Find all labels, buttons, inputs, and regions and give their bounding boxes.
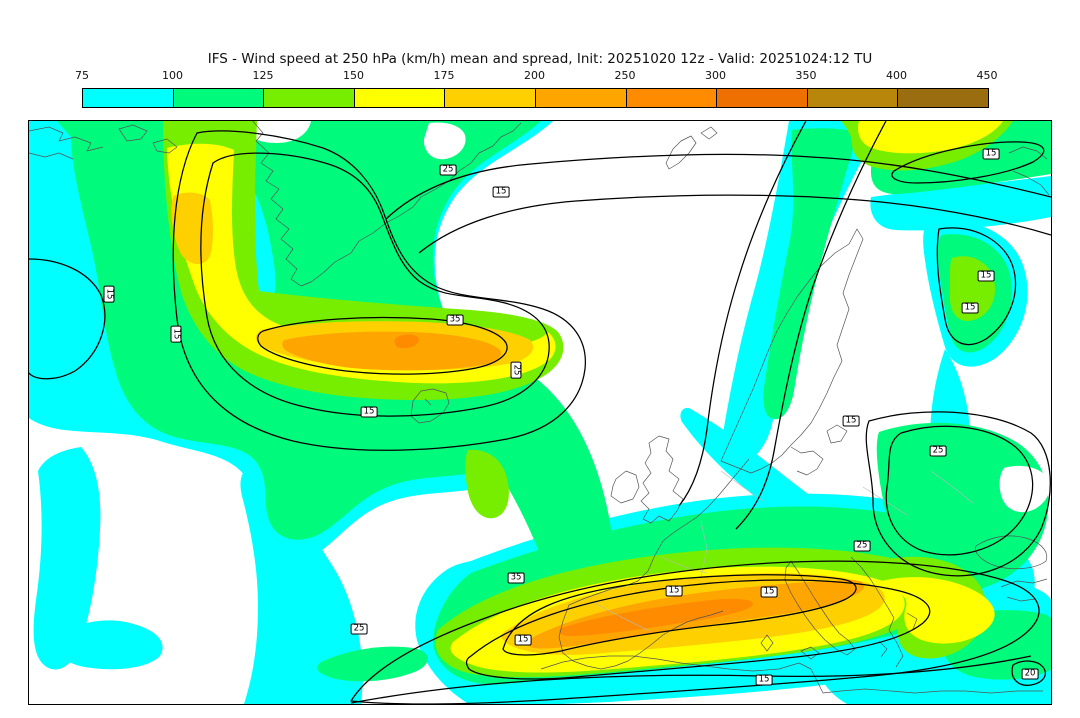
coast-canada-fragments [29, 124, 178, 160]
coastlines [29, 121, 1050, 694]
contour-label-15: 15 [170, 325, 182, 343]
contour-15-left-edge [29, 258, 106, 380]
contour-label-15: 15 [760, 586, 778, 598]
contour-15-top-long [418, 194, 1051, 254]
contour-label-15: 15 [842, 415, 860, 427]
map-canvas: 25 15 15 15 35 25 15 15 15 15 15 25 25 35 25 15 15 15 15 20… [28, 120, 1052, 705]
contour-label-20: 20 [1021, 668, 1039, 680]
colorbar-segment-125-150 [264, 89, 355, 107]
coast-ireland [610, 470, 640, 504]
spread-contours [29, 121, 1051, 704]
contour-label-15: 15 [982, 148, 1000, 160]
fill-white-pocket-balkans [999, 465, 1050, 513]
contour-label-25: 25 [929, 445, 947, 457]
country-borders [590, 470, 974, 632]
contour-label-15: 15 [977, 270, 995, 282]
fill-darkorange-north-spot [394, 334, 419, 349]
contour-label-25: 25 [853, 540, 871, 552]
coast-great-britain [640, 435, 684, 524]
wind-speed-fills [29, 121, 1051, 704]
colorbar-segment-350-400 [807, 89, 899, 107]
contour-label-35: 35 [446, 314, 464, 326]
contour-label-25: 25 [510, 361, 522, 379]
contour-15-south-line [350, 655, 1032, 704]
colorbar-tick-125: 125 [252, 69, 274, 82]
fill-green-jet-west-tail [317, 646, 428, 682]
coast-balkans-greece [850, 556, 918, 668]
fill-yellow-comma [167, 143, 556, 384]
coast-italy [760, 560, 856, 660]
contour-20-southeast-small [1011, 660, 1046, 686]
coast-svalbard [665, 126, 718, 170]
contour-15-scandinavia-west [678, 121, 807, 507]
fill-cyan-topright-strip [870, 176, 1051, 231]
colorbar-tick-200: 200 [524, 69, 545, 82]
colorbar-tick-400: 400 [886, 69, 907, 82]
contour-label-15: 15 [492, 186, 510, 198]
fill-darkorange-south-spot [559, 598, 753, 636]
contour-15-topright-loop [891, 141, 1045, 184]
fill-white-pocket-top2 [423, 122, 466, 160]
contour-15-scandinavia-east [735, 121, 887, 530]
contour-label-25: 25 [439, 164, 457, 176]
contour-35-northwest-core [257, 316, 508, 375]
colorbar-segment-400-450 [898, 89, 988, 107]
coast-baltic [790, 424, 848, 476]
page-title: IFS - Wind speed at 250 hPa (km/h) mean … [207, 51, 873, 67]
fill-yellow-topright [858, 121, 1003, 154]
fill-green-scandinavia-core [763, 128, 858, 420]
colorbar-tick-450: 450 [976, 69, 998, 82]
contour-15-balkans-outer [865, 411, 1051, 577]
contour-15-south-jet-outer [350, 560, 1040, 704]
fill-orange-north-jet-core [282, 331, 502, 371]
fill-chartreuse-tail-pocket [465, 449, 509, 519]
colorbar-tick-labels: 75 100 125 150 175 200 250 300 350 400 450 [75, 69, 998, 83]
contour-label-15: 15 [961, 302, 979, 314]
colorbar-segment-100-125 [173, 89, 265, 107]
contour-label-15: 15 [514, 634, 532, 646]
colorbar-tick-300: 300 [705, 69, 726, 82]
colorbar [82, 88, 989, 108]
colorbar-tick-75: 75 [75, 69, 89, 82]
fill-cyan-southwest-blob [53, 620, 163, 670]
contour-label-35: 35 [507, 572, 525, 584]
colorbar-segment-75-100 [83, 89, 174, 107]
coast-north-africa [540, 655, 1043, 694]
coast-iceland [410, 388, 450, 424]
colorbar-segment-175-200 [445, 89, 536, 107]
contour-25-northwest-inner [200, 152, 550, 417]
contour-35-south-jet [502, 574, 857, 656]
colorbar-tick-100: 100 [162, 69, 183, 82]
colorbar-tick-175: 175 [433, 69, 455, 82]
fill-green-comma-tail [440, 340, 613, 594]
contour-label-15: 15 [103, 285, 115, 303]
contour-25-south-jet [465, 579, 931, 680]
coast-turkey [1000, 578, 1048, 602]
colorbar-segment-250-300 [626, 89, 718, 107]
contour-label-15: 15 [360, 406, 378, 418]
map-svg [29, 121, 1051, 704]
contour-label-15: 15 [665, 585, 683, 597]
colorbar-tick-150: 150 [343, 69, 364, 82]
colorbar-tick-350: 350 [795, 69, 817, 82]
fill-cyan-left-band [33, 447, 101, 670]
coast-black-sea [975, 535, 1048, 570]
fill-white-pocket-top1 [243, 121, 311, 143]
coast-west-europe [558, 458, 750, 670]
contour-15-right-arc-loop [936, 227, 1017, 346]
colorbar-segment-300-350 [717, 89, 808, 107]
colorbar-segment-200-250 [535, 89, 627, 107]
contour-label-25: 25 [350, 623, 368, 635]
contour-25-balkans [885, 425, 1034, 556]
coast-greenland-east [252, 121, 522, 287]
coast-scandinavia [720, 228, 864, 474]
contour-25-top-long [385, 153, 1051, 220]
contour-label-15: 15 [755, 674, 773, 686]
colorbar-segment-150-175 [354, 89, 446, 107]
colorbar-tick-250: 250 [614, 69, 636, 82]
contour-15-northwest-outer [172, 130, 586, 451]
